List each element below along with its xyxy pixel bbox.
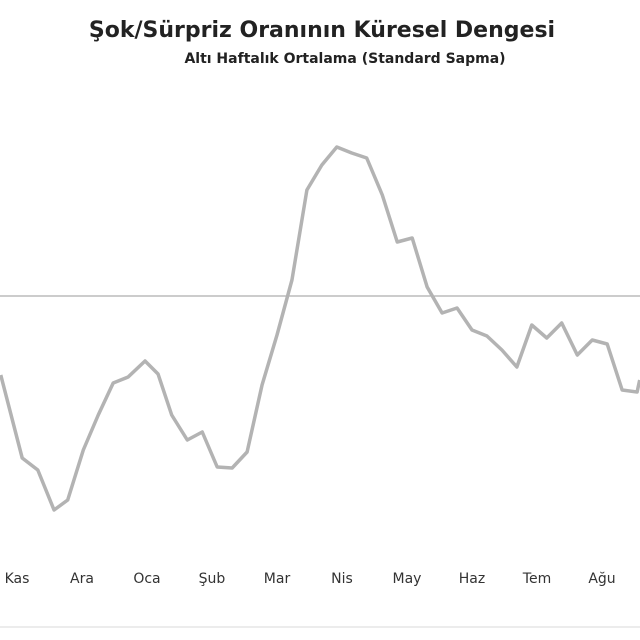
x-tick-label: May xyxy=(393,571,422,587)
x-tick-label: Haz xyxy=(459,571,485,587)
x-tick-label: Oca xyxy=(133,571,160,587)
x-tick-label: Ağu xyxy=(588,571,615,587)
x-tick-label: Mar xyxy=(264,571,291,587)
x-tick-label: Nis xyxy=(331,571,353,587)
x-tick-label: Tem xyxy=(522,571,551,587)
chart-subtitle: Altı Haftalık Ortalama (Standard Sapma) xyxy=(184,51,505,67)
chart-title: Şok/Sürpriz Oranının Küresel Dengesi xyxy=(89,18,555,43)
series-line xyxy=(0,145,640,512)
x-tick-label: Kas xyxy=(5,571,30,587)
x-tick-label: Şub xyxy=(199,571,226,587)
x-tick-label: Ara xyxy=(70,571,94,587)
